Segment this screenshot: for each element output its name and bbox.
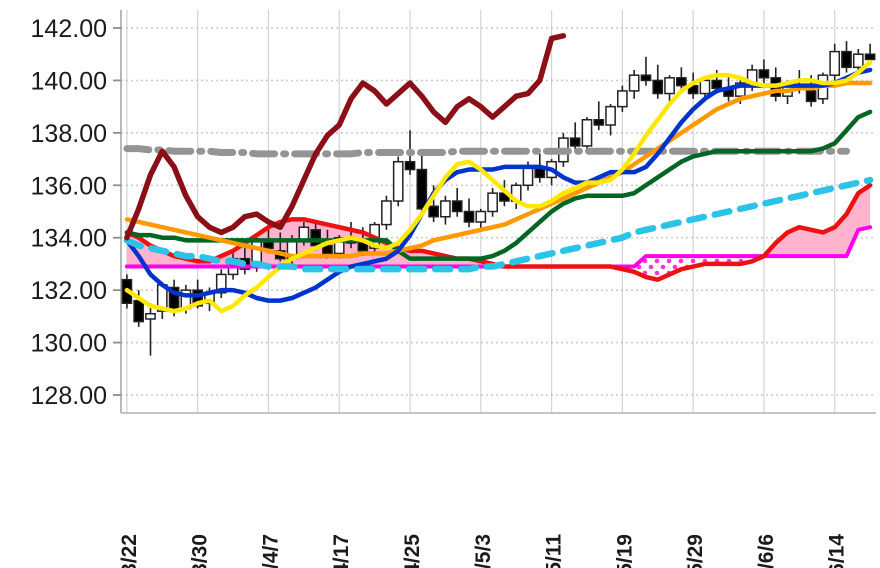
- lagging-span-line: [123, 176, 874, 273]
- candlestick: [487, 187, 498, 217]
- candlestick: [581, 117, 593, 152]
- candlestick: [463, 198, 475, 228]
- x-axis-tick: 2023/5/19: [613, 534, 636, 568]
- axis-lines: [113, 10, 876, 414]
- candlestick: [829, 43, 841, 81]
- candlestick: [215, 269, 227, 299]
- ma-blue-line: [124, 67, 873, 303]
- candlestick: [416, 153, 428, 215]
- ma-green-line: [124, 109, 873, 261]
- y-axis-tick: 134.00: [31, 225, 107, 253]
- indicator-lines: [123, 33, 874, 314]
- candlestick: [640, 56, 652, 86]
- candlestick: [617, 85, 628, 112]
- x-axis-tick: 2023/3/22: [118, 534, 141, 568]
- gridlines: [121, 27, 876, 396]
- x-axis-tick: 2023/3/30: [189, 534, 212, 568]
- candlestick: [381, 195, 392, 230]
- x-axis-tick: 2023/4/25: [401, 534, 424, 568]
- candlestick: [628, 69, 640, 99]
- candlestick-series: [121, 41, 876, 356]
- candlestick: [652, 64, 664, 99]
- candlestick: [451, 187, 463, 217]
- x-axis-tick: 2023/5/29: [684, 534, 707, 568]
- candlestick: [841, 41, 852, 73]
- x-axis-tick: 2023/6/6: [755, 534, 778, 568]
- candlestick: [392, 156, 404, 207]
- candlestick: [569, 122, 581, 152]
- y-axis-tick: 140.00: [31, 67, 107, 95]
- candlestick: [440, 195, 451, 225]
- candlestick: [145, 303, 156, 356]
- y-axis-tick: 142.00: [31, 15, 107, 43]
- ma-yellow-line: [124, 59, 873, 314]
- x-axis-tick-labels: 2023/3/22 2023/3/30 2023/4/7 2023/4/17 2023/…: [118, 534, 849, 568]
- candlestick: [475, 208, 487, 230]
- y-axis-tick: 128.00: [31, 382, 107, 410]
- candlestick: [676, 67, 687, 91]
- indicator-line: [124, 33, 567, 241]
- x-axis-tick: 2023/6/14: [826, 534, 849, 568]
- candlestick: [605, 104, 616, 136]
- x-axis-tick: 2023/4/7: [259, 534, 282, 568]
- candlestick: [758, 59, 770, 84]
- y-axis-tick: 130.00: [31, 330, 107, 358]
- x-axis-tick: 2023/5/3: [472, 534, 495, 568]
- candlestick: [593, 101, 605, 131]
- y-axis-tick-labels: 142.00 140.00 138.00 136.00 134.00 132.00 130.…: [31, 15, 107, 410]
- x-axis-tick: 2023/5/11: [543, 534, 566, 568]
- ma-orange-line: [124, 80, 873, 259]
- y-axis-tick: 138.00: [31, 120, 107, 148]
- candlestick: [664, 75, 675, 102]
- y-axis-tick: 132.00: [31, 277, 107, 305]
- y-axis-tick: 136.00: [31, 172, 107, 200]
- x-axis-tick: 2023/4/17: [330, 534, 353, 568]
